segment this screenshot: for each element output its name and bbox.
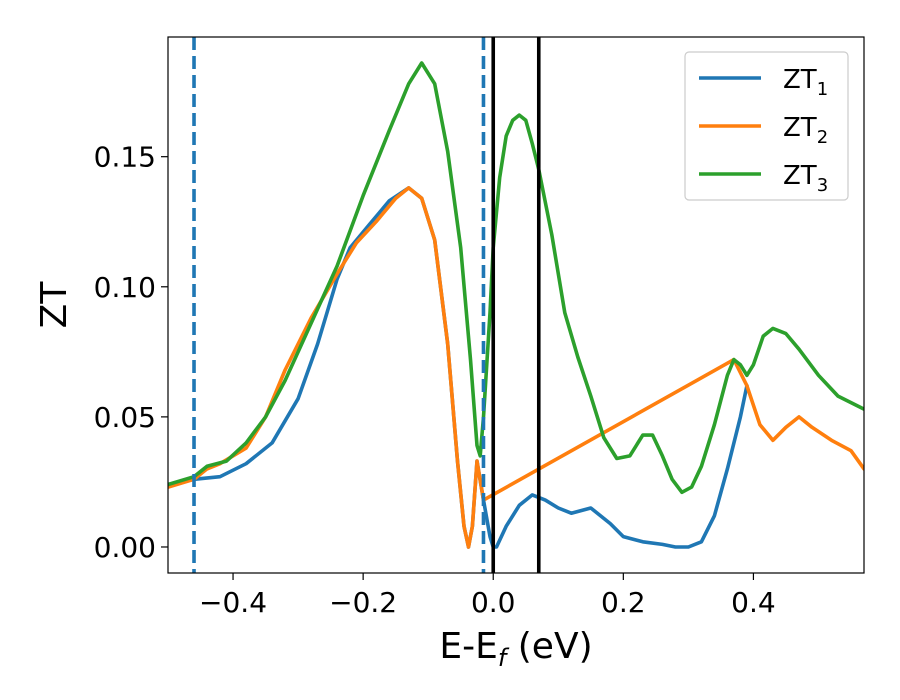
axes-frame [167, 36, 865, 574]
x-axis-label-unit: (eV) [506, 626, 592, 667]
x-tick-label: −0.4 [199, 586, 267, 619]
legend-label-zt3: ZT3 [783, 161, 828, 196]
legend-box [684, 51, 849, 201]
series-line-zt1 [168, 186, 749, 549]
plot-area [168, 37, 864, 573]
x-tick-label: 0.2 [601, 586, 646, 619]
legend-label-zt1: ZT1 [783, 65, 828, 100]
series-line-zt3 [168, 61, 864, 495]
x-axis-label: E-Ef (eV) [439, 626, 592, 672]
y-tick-label: 0.10 [94, 271, 156, 304]
y-tick-label: 0.15 [94, 141, 156, 174]
x-axis-label-main: E-E [439, 626, 497, 667]
series-line-zt2 [168, 186, 864, 549]
x-tick-label: −0.2 [329, 586, 397, 619]
y-axis: 0.00 0.05 0.10 0.15 [94, 141, 168, 564]
y-tick-label: 0.00 [94, 531, 156, 564]
x-axis: −0.4 −0.2 0.0 0.2 0.4 [199, 573, 776, 619]
legend-label-zt2: ZT2 [783, 113, 828, 148]
y-tick-label: 0.05 [94, 401, 156, 434]
legend: ZT1 ZT2 ZT3 [684, 51, 849, 201]
x-tick-label: 0.4 [731, 586, 776, 619]
y-axis-label: ZT [34, 281, 75, 329]
x-tick-label: 0.0 [471, 586, 516, 619]
